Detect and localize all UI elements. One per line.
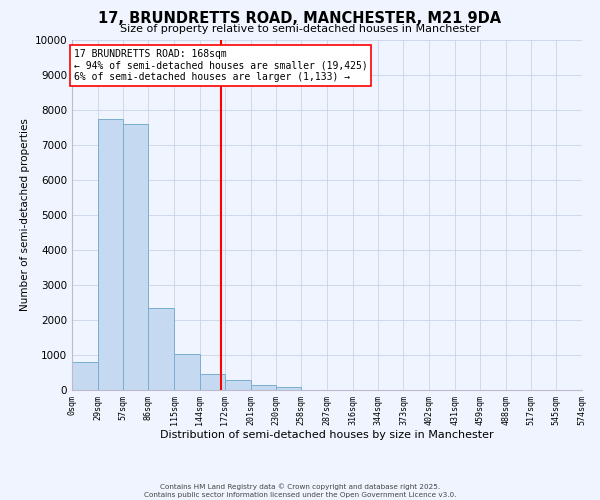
- Text: Contains HM Land Registry data © Crown copyright and database right 2025.
Contai: Contains HM Land Registry data © Crown c…: [144, 484, 456, 498]
- Text: 17 BRUNDRETTS ROAD: 168sqm
← 94% of semi-detached houses are smaller (19,425)
6%: 17 BRUNDRETTS ROAD: 168sqm ← 94% of semi…: [74, 49, 368, 82]
- Bar: [225, 380, 251, 390]
- Bar: [174, 354, 200, 390]
- X-axis label: Distribution of semi-detached houses by size in Manchester: Distribution of semi-detached houses by …: [160, 430, 494, 440]
- Bar: [148, 308, 174, 390]
- Bar: [277, 386, 301, 390]
- Bar: [122, 124, 148, 390]
- Bar: [200, 374, 225, 390]
- Text: 17, BRUNDRETTS ROAD, MANCHESTER, M21 9DA: 17, BRUNDRETTS ROAD, MANCHESTER, M21 9DA: [98, 11, 502, 26]
- Y-axis label: Number of semi-detached properties: Number of semi-detached properties: [20, 118, 31, 312]
- Bar: [251, 385, 277, 390]
- Text: Size of property relative to semi-detached houses in Manchester: Size of property relative to semi-detach…: [119, 24, 481, 34]
- Bar: [98, 118, 122, 390]
- Bar: [72, 362, 98, 390]
